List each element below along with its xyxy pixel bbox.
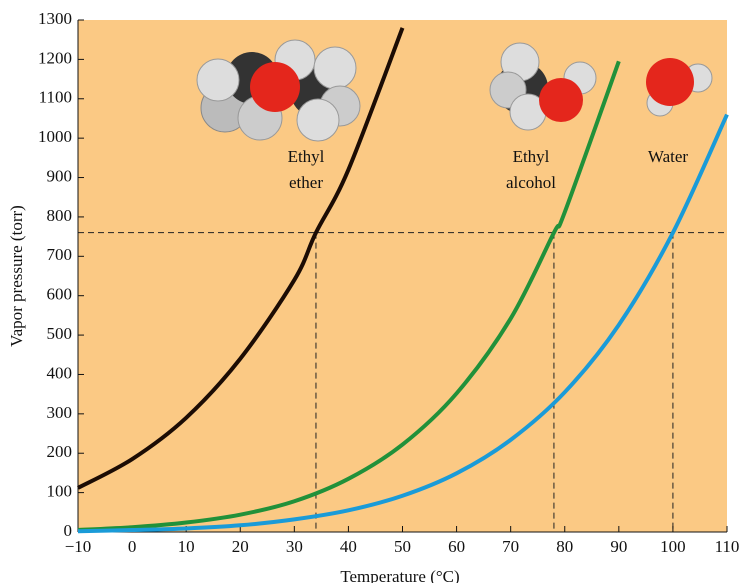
x-tick-label: 60 bbox=[448, 537, 465, 556]
y-tick-label: 100 bbox=[47, 482, 73, 501]
y-tick-label: 1200 bbox=[38, 48, 72, 67]
x-tick-label: 30 bbox=[286, 537, 303, 556]
series-label: alcohol bbox=[506, 173, 556, 192]
x-axis-label: Temperature (°C) bbox=[340, 567, 459, 583]
y-tick-label: 500 bbox=[47, 324, 73, 343]
y-tick-label: 700 bbox=[47, 245, 73, 264]
x-tick-label: 90 bbox=[610, 537, 627, 556]
y-tick-label: 800 bbox=[47, 206, 73, 225]
chart: Temperature (°C) Vapor pressure (torr) 0… bbox=[0, 0, 745, 583]
y-tick-label: 400 bbox=[47, 363, 73, 382]
y-tick-label: 300 bbox=[47, 403, 73, 422]
series-label: Water bbox=[648, 147, 688, 166]
x-tick-label: 50 bbox=[394, 537, 411, 556]
y-tick-label: 1300 bbox=[38, 9, 72, 28]
x-tick-label: 100 bbox=[660, 537, 686, 556]
series-label: ether bbox=[289, 173, 323, 192]
x-tick-label: 0 bbox=[128, 537, 137, 556]
x-tick-label: 70 bbox=[502, 537, 519, 556]
y-tick-label: 1000 bbox=[38, 127, 72, 146]
x-tick-label: 40 bbox=[340, 537, 357, 556]
plot-background bbox=[78, 20, 727, 532]
series-label: Ethyl bbox=[513, 147, 550, 166]
x-tick-label: −10 bbox=[65, 537, 92, 556]
x-tick-label: 20 bbox=[232, 537, 249, 556]
y-tick-label: 600 bbox=[47, 285, 73, 304]
y-axis-label: Vapor pressure (torr) bbox=[7, 205, 26, 347]
x-tick-label: 10 bbox=[178, 537, 195, 556]
x-tick-label: 80 bbox=[556, 537, 573, 556]
y-tick-label: 200 bbox=[47, 442, 73, 461]
y-tick-label: 1100 bbox=[39, 88, 72, 107]
y-tick-label: 900 bbox=[47, 166, 73, 185]
series-label: Ethyl bbox=[288, 147, 325, 166]
x-tick-label: 110 bbox=[715, 537, 740, 556]
